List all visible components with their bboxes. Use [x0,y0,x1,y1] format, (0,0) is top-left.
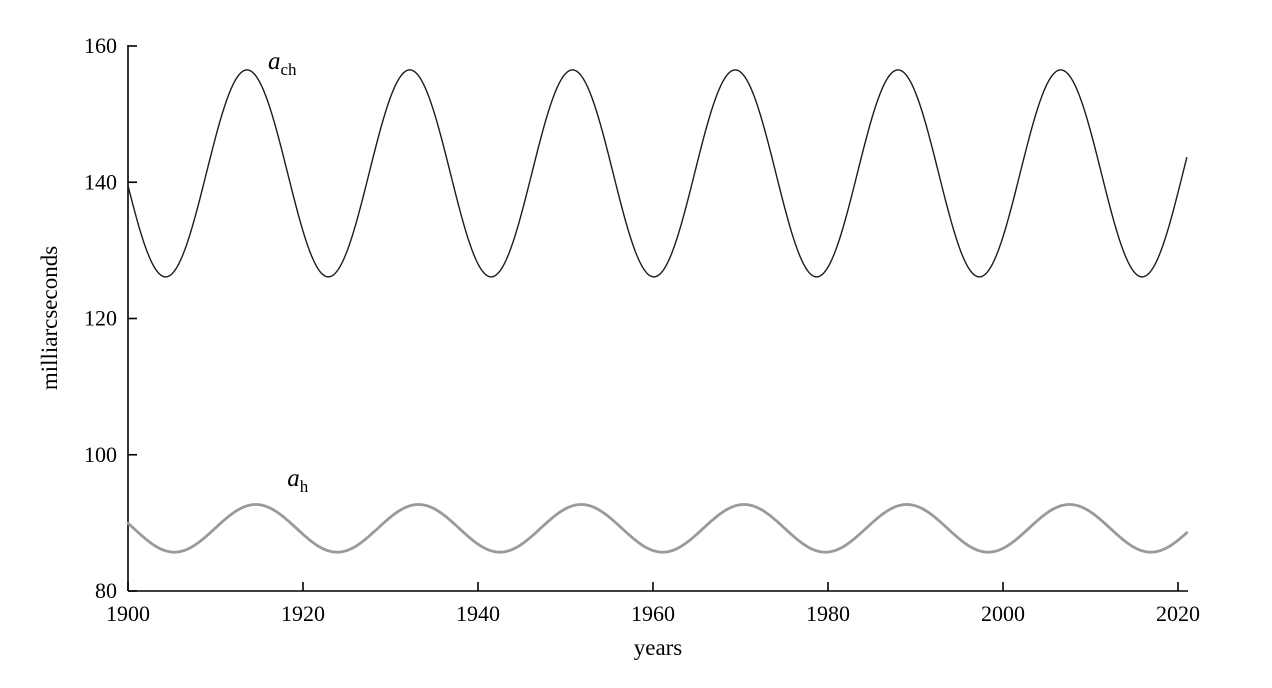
x-axis-label: years [634,635,683,660]
axis-ticks [127,45,1179,592]
y-tick-label: 80 [95,578,117,603]
series-label-ach: ach [268,48,297,79]
y-axis-label: milliarcseconds [37,246,62,390]
x-tick-label: 1940 [456,601,500,626]
y-tick-label: 160 [84,33,117,58]
x-tick-label: 1920 [281,601,325,626]
series-line-ach [127,69,1188,278]
series-label-ach-sub: ch [281,60,298,79]
x-tick-label: 1900 [106,601,150,626]
x-tick-label: 1980 [806,601,850,626]
x-tick-label: 2000 [981,601,1025,626]
y-tick-label: 100 [84,442,117,467]
plot-area: 1900 1920 1940 1960 1980 2000 2020 80 100 120 140 1… [37,33,1200,660]
series-curves [126,69,1189,554]
series-label-ah: ah [287,465,309,496]
series-line-ah [126,503,1189,554]
x-tick-label: 1960 [631,601,675,626]
x-tick-label: 2020 [1156,601,1200,626]
y-tick-label: 120 [84,306,117,331]
series-label-ach-main: a [268,48,281,75]
series-label-ah-sub: h [300,477,309,496]
series-label-ah-main: a [287,465,300,492]
y-tick-label: 140 [84,169,117,194]
tick-labels: 1900 1920 1940 1960 1980 2000 2020 80 100 120 140 1… [84,33,1200,626]
